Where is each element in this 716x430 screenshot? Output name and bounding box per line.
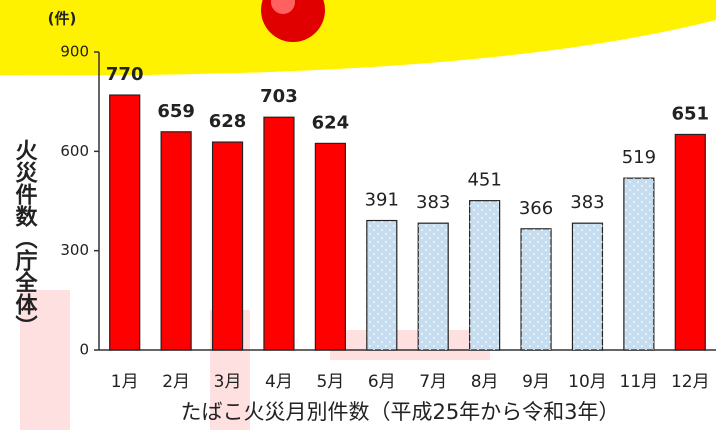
data-label: 651	[672, 103, 710, 124]
x-tick-label: 12月	[671, 372, 710, 392]
data-label: 628	[209, 111, 247, 132]
data-label: 383	[416, 192, 450, 213]
y-tick-label: 600	[60, 142, 89, 160]
bar	[470, 201, 500, 350]
data-label: 391	[365, 190, 399, 211]
x-tick-label: 7月	[419, 372, 447, 392]
bar	[367, 221, 397, 350]
data-label: 703	[260, 86, 298, 107]
x-tick-label: 6月	[368, 372, 396, 392]
chart: (件) 火災件数（庁全体） たばこ火災月別件数（平成25年から令和3年） 0 30…	[0, 0, 716, 430]
unit-label: (件)	[48, 10, 77, 28]
data-label: 770	[106, 64, 144, 85]
data-label: 624	[312, 112, 350, 133]
x-tick-label: 3月	[214, 372, 242, 392]
bar	[213, 142, 243, 350]
x-tick-label: 8月	[471, 372, 499, 392]
y-tick-label: 900	[60, 43, 89, 61]
x-tick-label: 5月	[316, 372, 344, 392]
x-tick-label: 10月	[568, 372, 607, 392]
bar	[675, 134, 705, 350]
x-tick-label: 11月	[620, 372, 659, 392]
x-tick-label: 4月	[265, 372, 293, 392]
bar	[161, 132, 191, 350]
bar	[521, 229, 551, 350]
x-axis-title: たばこ火災月別件数（平成25年から令和3年）	[180, 400, 619, 424]
bar	[418, 223, 448, 350]
x-tick-label: 9月	[522, 372, 550, 392]
y-tick-label: 0	[79, 341, 89, 359]
bar	[624, 178, 654, 350]
y-tick-label: 300	[60, 241, 89, 259]
bar	[110, 95, 140, 350]
data-label: 366	[519, 198, 553, 219]
data-label: 383	[570, 192, 604, 213]
bar	[264, 117, 294, 350]
data-label: 451	[467, 170, 501, 191]
y-axis-title: 火災件数（庁全体）	[12, 139, 39, 337]
bar	[572, 223, 602, 350]
bar	[315, 143, 345, 350]
x-tick-label: 1月	[111, 372, 139, 392]
x-tick-label: 2月	[162, 372, 190, 392]
data-label: 519	[622, 147, 656, 168]
data-label: 659	[157, 101, 195, 122]
